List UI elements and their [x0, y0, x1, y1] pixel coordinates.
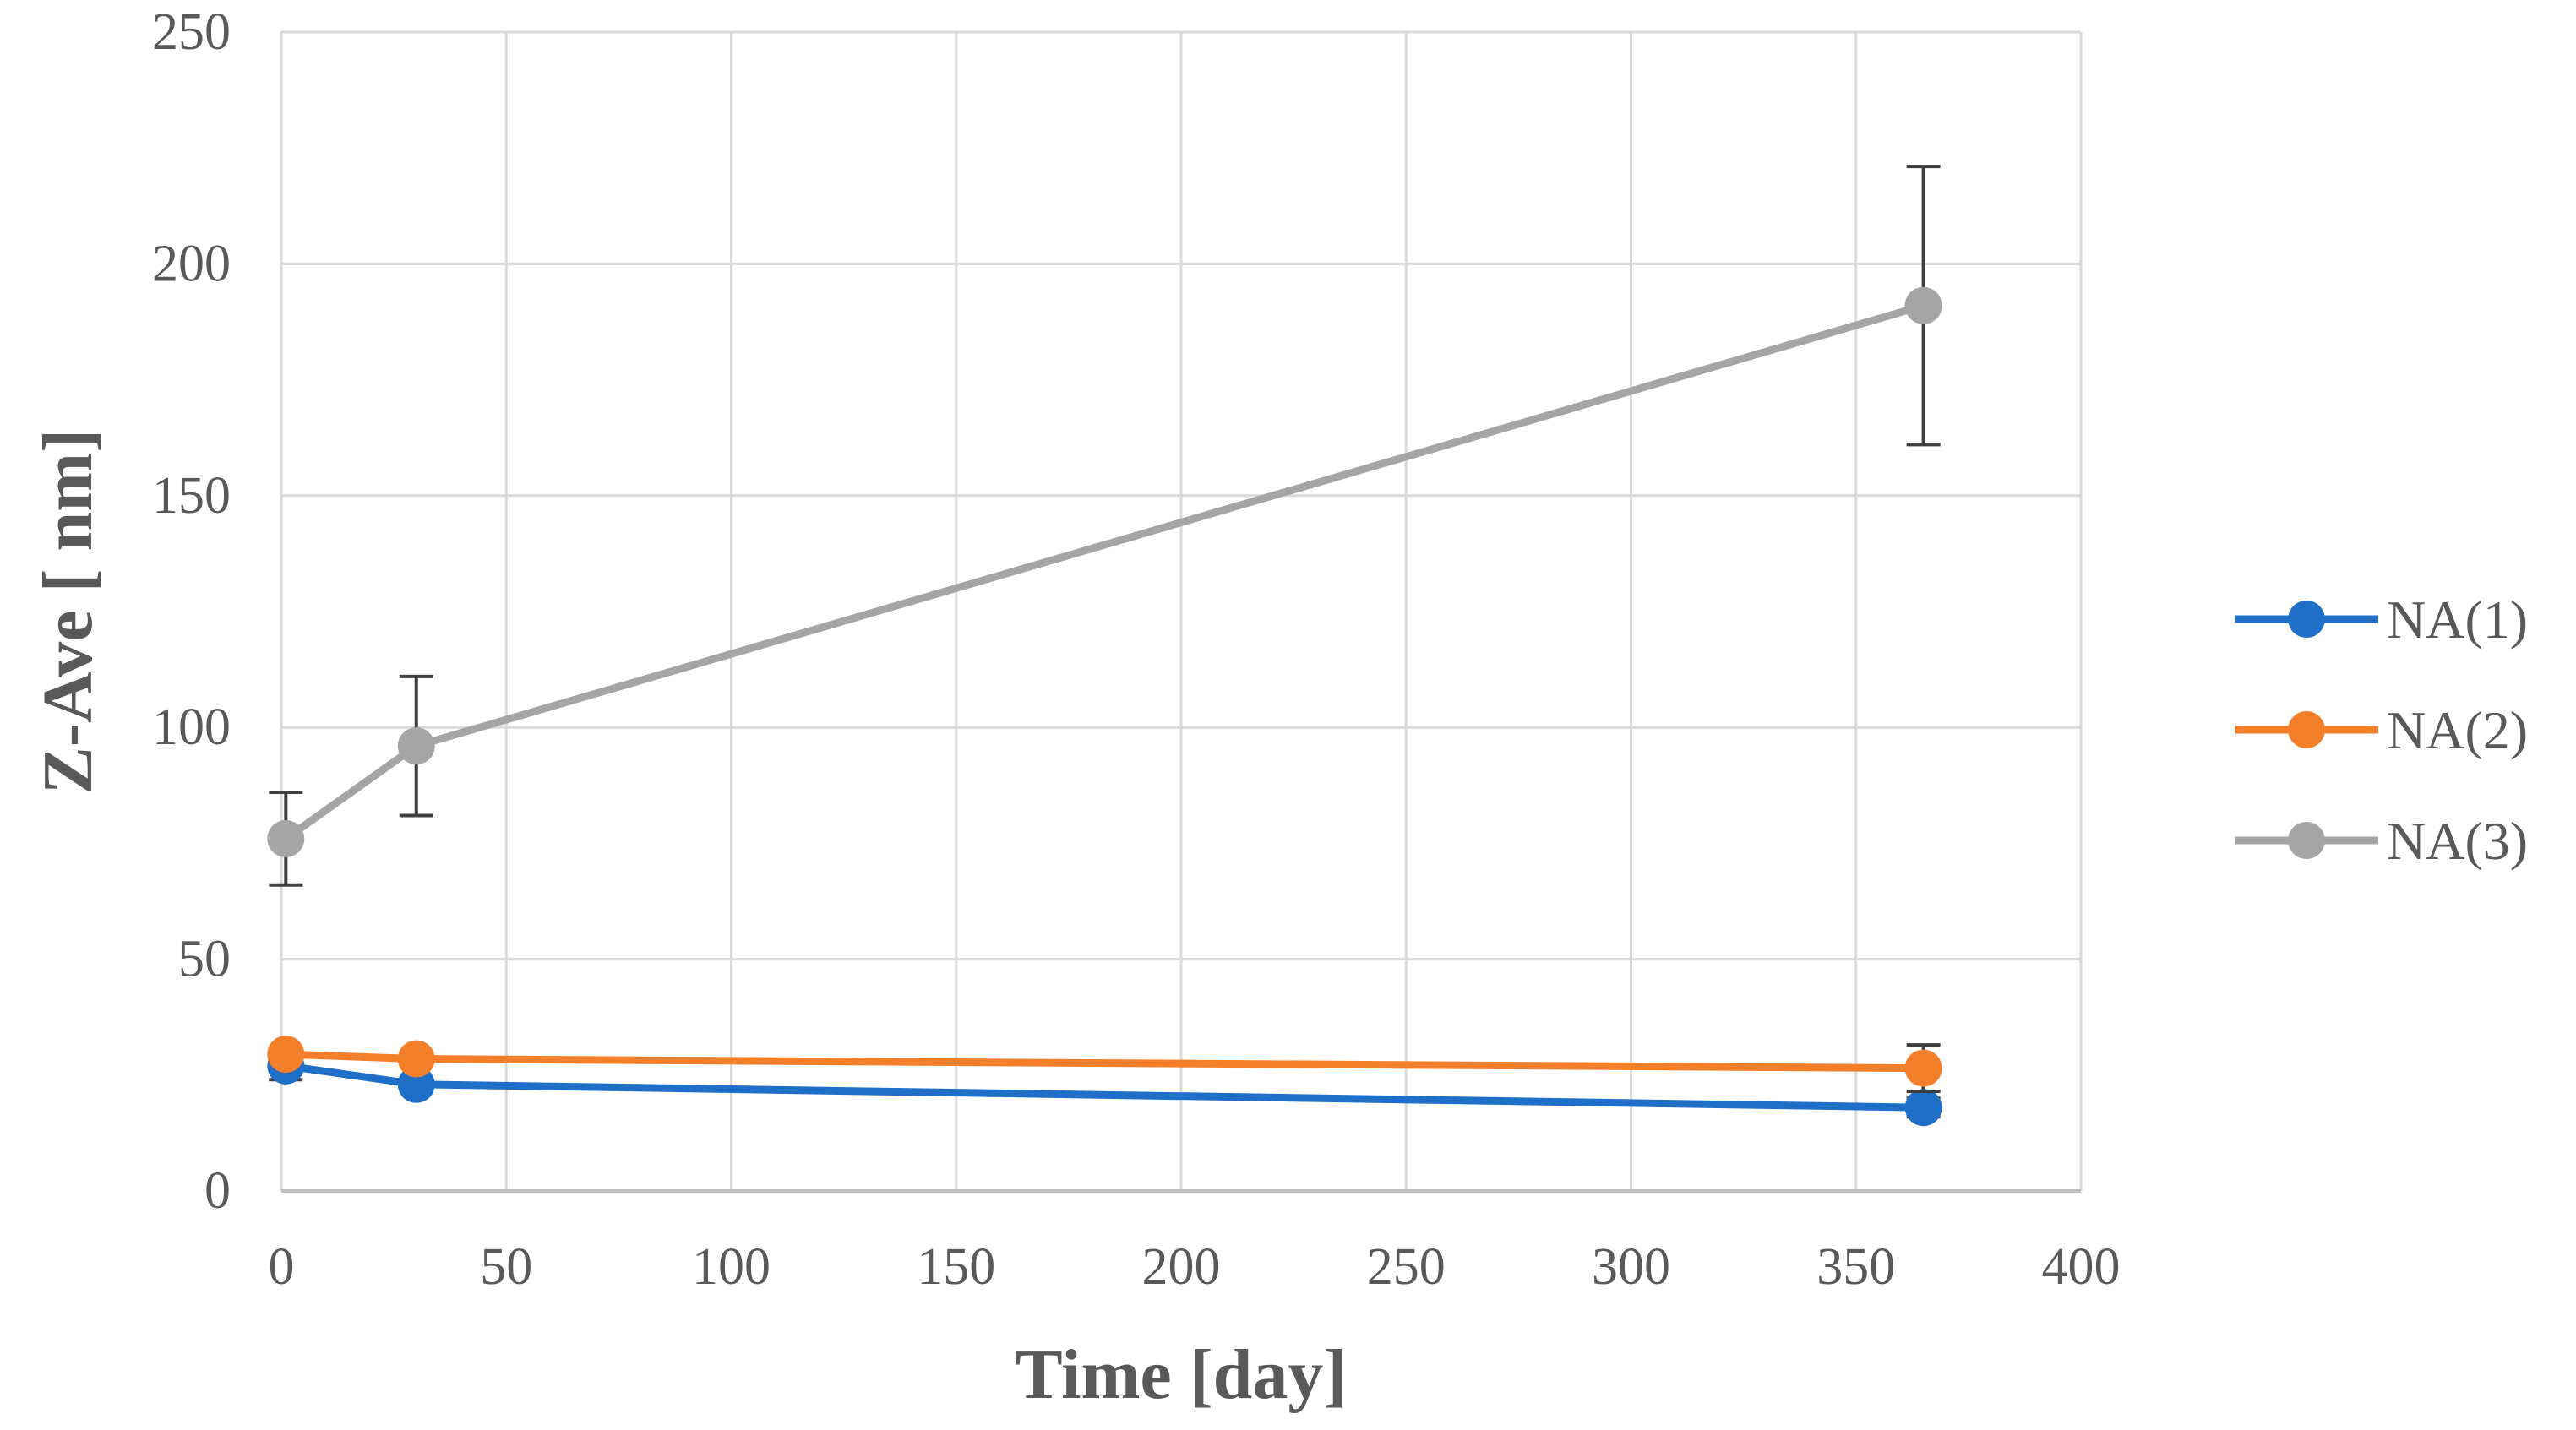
x-tick-label: 250: [1367, 1238, 1446, 1296]
series-line: [283, 302, 1925, 842]
y-tick-label: 250: [152, 3, 231, 61]
series-3: [267, 165, 1942, 887]
data-point: [397, 1065, 435, 1103]
legend-item: NA(1): [2235, 590, 2528, 650]
x-tick-label: 200: [1142, 1238, 1221, 1296]
x-tick-label: 300: [1592, 1238, 1670, 1296]
x-tick-label: 50: [480, 1238, 532, 1296]
data-point: [397, 727, 435, 765]
y-tick-label: 50: [178, 931, 231, 988]
x-tick-label: 0: [269, 1238, 295, 1296]
x-tick-label: 400: [2042, 1238, 2121, 1296]
x-tick-label: 100: [692, 1238, 771, 1296]
data-point: [1904, 1089, 1942, 1127]
legend-label: NA(2): [2387, 700, 2528, 760]
x-tick-label: 150: [917, 1238, 995, 1296]
y-axis-ticks: 0 50 100 150 200 250: [152, 3, 231, 1220]
legend-swatch-marker: [2288, 601, 2325, 638]
data-point: [267, 819, 305, 857]
series-line: [286, 1050, 1924, 1073]
y-tick-label: 150: [152, 467, 231, 525]
legend-label: NA(3): [2387, 811, 2528, 871]
series-2: [267, 1036, 1942, 1094]
x-tick-label: 350: [1816, 1238, 1895, 1296]
y-tick-label: 200: [152, 235, 231, 292]
y-axis-title: Z-Ave [ nm]: [29, 429, 107, 794]
legend-item: NA(3): [2235, 811, 2528, 871]
series-group: [267, 165, 1942, 1127]
legend-label: NA(1): [2387, 590, 2528, 650]
data-point: [267, 1036, 305, 1074]
legend-item: NA(2): [2235, 700, 2528, 760]
data-point: [1904, 1049, 1942, 1087]
legend-swatch-marker: [2288, 822, 2325, 859]
data-point: [1904, 286, 1942, 324]
legend: NA(1) NA(2) NA(3): [2235, 590, 2528, 871]
grid-lines: [280, 30, 2083, 1193]
series-line: [285, 1062, 1924, 1112]
data-point: [397, 1040, 435, 1078]
legend-swatch-marker: [2288, 711, 2325, 748]
x-axis-ticks: 0 50 100 150 200 250 300 350 400: [269, 1238, 2121, 1296]
y-tick-label: 0: [204, 1162, 231, 1220]
x-axis-title: Time [day]: [1016, 1335, 1348, 1414]
y-tick-label: 100: [152, 699, 231, 756]
